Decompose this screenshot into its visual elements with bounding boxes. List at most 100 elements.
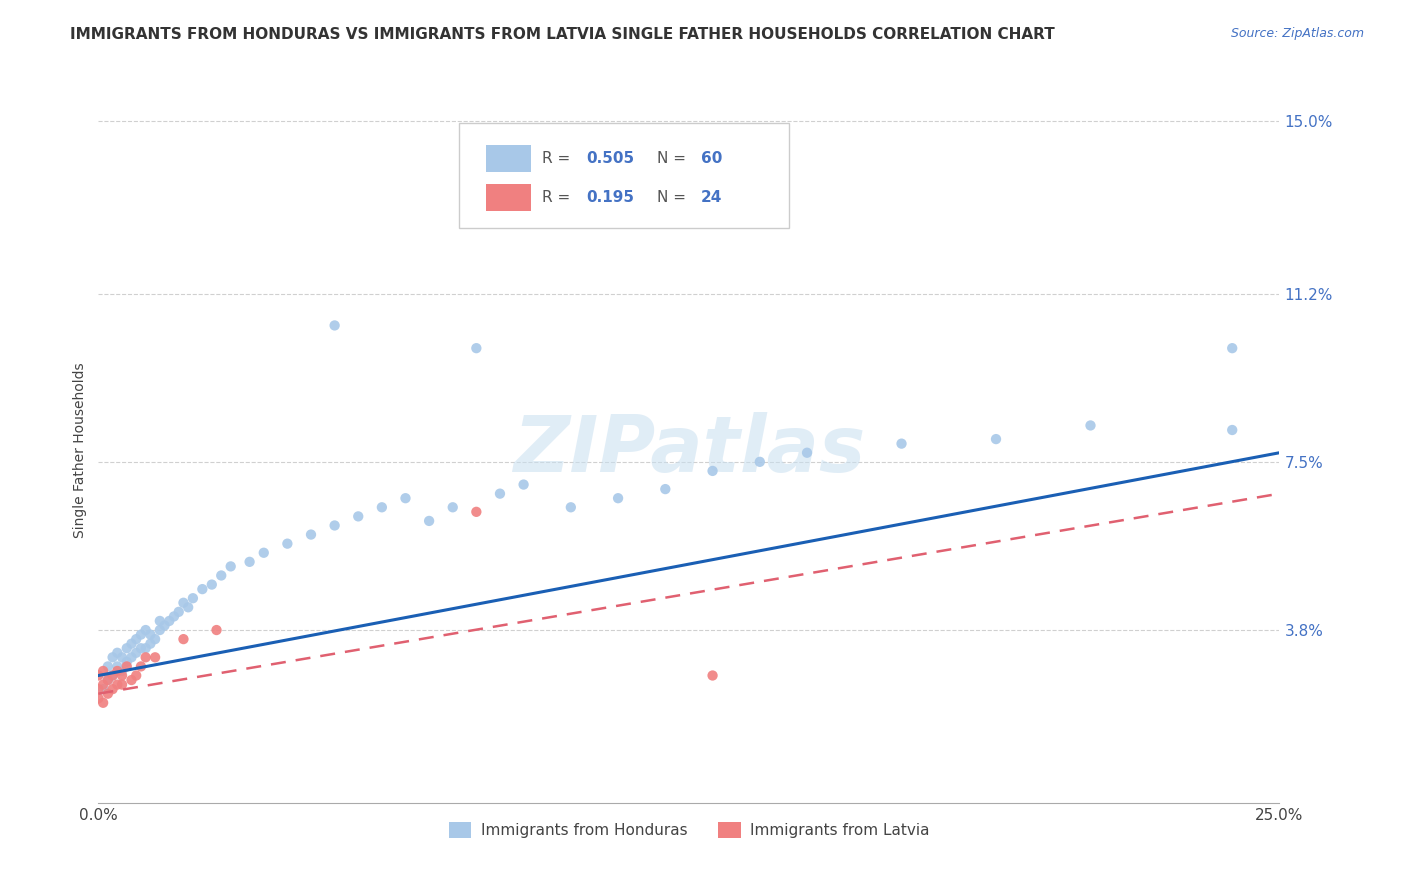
Point <box>111 677 134 691</box>
Point <box>465 341 488 355</box>
Legend: Immigrants from Honduras, Immigrants from Latvia: Immigrants from Honduras, Immigrants fro… <box>443 816 935 845</box>
Point <box>153 618 176 632</box>
Point <box>702 464 724 478</box>
Point <box>111 668 134 682</box>
Point <box>91 682 114 697</box>
Text: 0.195: 0.195 <box>586 190 634 205</box>
Point <box>748 455 770 469</box>
Point <box>105 664 128 678</box>
Point <box>394 491 416 506</box>
Point <box>105 646 128 660</box>
Point <box>1080 418 1102 433</box>
Point <box>101 650 124 665</box>
Point <box>125 668 148 682</box>
Point <box>91 677 114 691</box>
Point <box>489 486 512 500</box>
Point <box>172 632 194 647</box>
Point <box>276 536 298 550</box>
Point <box>209 568 232 582</box>
Point <box>181 591 204 606</box>
Point <box>129 659 152 673</box>
Point <box>323 318 346 333</box>
Point <box>87 682 110 697</box>
Point <box>984 432 1007 446</box>
Point <box>121 650 143 665</box>
Point <box>91 664 114 678</box>
Point <box>219 559 242 574</box>
Point <box>205 623 228 637</box>
Point <box>87 691 110 706</box>
Point <box>607 491 630 506</box>
Point <box>253 546 276 560</box>
Point <box>101 682 124 697</box>
Text: ZIPatlas: ZIPatlas <box>513 412 865 489</box>
Point <box>418 514 440 528</box>
Point <box>239 555 262 569</box>
Point <box>121 673 143 687</box>
Point <box>1220 423 1243 437</box>
Point <box>323 518 346 533</box>
Point <box>135 641 157 656</box>
Point <box>115 659 138 673</box>
Text: IMMIGRANTS FROM HONDURAS VS IMMIGRANTS FROM LATVIA SINGLE FATHER HOUSEHOLDS CORR: IMMIGRANTS FROM HONDURAS VS IMMIGRANTS F… <box>70 27 1054 42</box>
Point <box>796 446 818 460</box>
Text: 24: 24 <box>700 190 723 205</box>
Point <box>172 596 194 610</box>
Point <box>129 641 152 656</box>
Point <box>143 632 166 647</box>
Text: N =: N = <box>657 190 690 205</box>
Text: Source: ZipAtlas.com: Source: ZipAtlas.com <box>1230 27 1364 40</box>
Point <box>135 623 157 637</box>
Point <box>101 668 124 682</box>
Point <box>115 641 138 656</box>
Point <box>105 677 128 691</box>
FancyBboxPatch shape <box>458 123 789 228</box>
Point <box>101 668 124 682</box>
Point <box>139 637 162 651</box>
Point <box>111 650 134 665</box>
Text: 60: 60 <box>700 152 723 166</box>
Point <box>97 673 120 687</box>
Point <box>97 659 120 673</box>
Point <box>115 655 138 669</box>
Point <box>191 582 214 596</box>
Point <box>139 627 162 641</box>
Point <box>201 577 224 591</box>
FancyBboxPatch shape <box>486 145 530 172</box>
Point <box>87 668 110 682</box>
Point <box>125 632 148 647</box>
Point <box>702 668 724 682</box>
Point <box>1220 341 1243 355</box>
Point <box>347 509 370 524</box>
Point <box>143 650 166 665</box>
Point <box>121 637 143 651</box>
Point <box>91 696 114 710</box>
Y-axis label: Single Father Households: Single Father Households <box>73 363 87 538</box>
Point <box>560 500 582 515</box>
Point <box>299 527 322 541</box>
Text: R =: R = <box>543 190 575 205</box>
Point <box>177 600 200 615</box>
Point <box>441 500 464 515</box>
Text: 0.505: 0.505 <box>586 152 634 166</box>
Point <box>512 477 534 491</box>
Text: N =: N = <box>657 152 690 166</box>
Text: R =: R = <box>543 152 575 166</box>
Point <box>135 650 157 665</box>
Point <box>654 482 676 496</box>
Point <box>97 673 120 687</box>
Point <box>163 609 186 624</box>
FancyBboxPatch shape <box>486 184 530 211</box>
Point <box>465 505 488 519</box>
Point <box>157 614 180 628</box>
Point <box>890 436 912 450</box>
Point <box>149 614 172 628</box>
Point <box>125 646 148 660</box>
Point <box>371 500 394 515</box>
Point <box>149 623 172 637</box>
Point <box>129 627 152 641</box>
Point <box>111 664 134 678</box>
Point <box>167 605 190 619</box>
Point <box>105 659 128 673</box>
Point <box>97 687 120 701</box>
